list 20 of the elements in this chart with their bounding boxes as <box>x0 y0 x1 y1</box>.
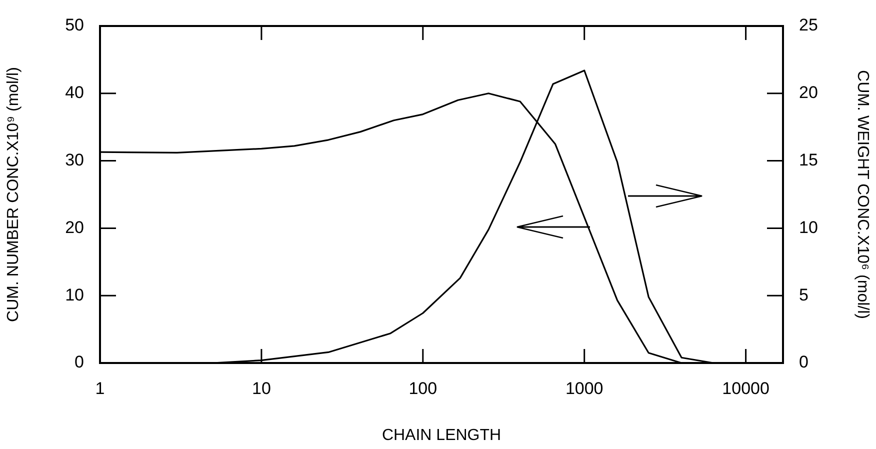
y2-tick-label: 15 <box>799 150 818 170</box>
y2-axis-title: CUM. WEIGHT CONC.X10⁶ (mol/l) <box>854 70 871 319</box>
y-axis-title: CUM. NUMBER CONC.X10⁹ (mol/l) <box>5 67 22 322</box>
y-tick-label: 30 <box>65 150 84 170</box>
x-tick-label: 100 <box>408 378 438 398</box>
y-tick-label: 20 <box>65 218 84 237</box>
y2-tick-label: 0 <box>799 352 808 372</box>
x-axis-title: CHAIN LENGTH <box>382 426 502 444</box>
y-tick-label: 10 <box>65 285 84 304</box>
y-tick-label: 50 <box>65 16 84 35</box>
y2-tick-label: 20 <box>799 83 818 102</box>
y-tick-label: 40 <box>65 83 84 102</box>
y2-tick-label: 5 <box>799 285 808 304</box>
y-tick-label: 0 <box>74 352 84 372</box>
x-tick-label: 1 <box>95 378 105 398</box>
y2-tick-label: 25 <box>799 16 818 35</box>
x-tick-label: 1000 <box>565 378 604 398</box>
x-tick-label: 10000 <box>722 378 770 398</box>
y2-tick-label: 10 <box>799 218 818 237</box>
x-tick-label: 10 <box>252 378 271 398</box>
